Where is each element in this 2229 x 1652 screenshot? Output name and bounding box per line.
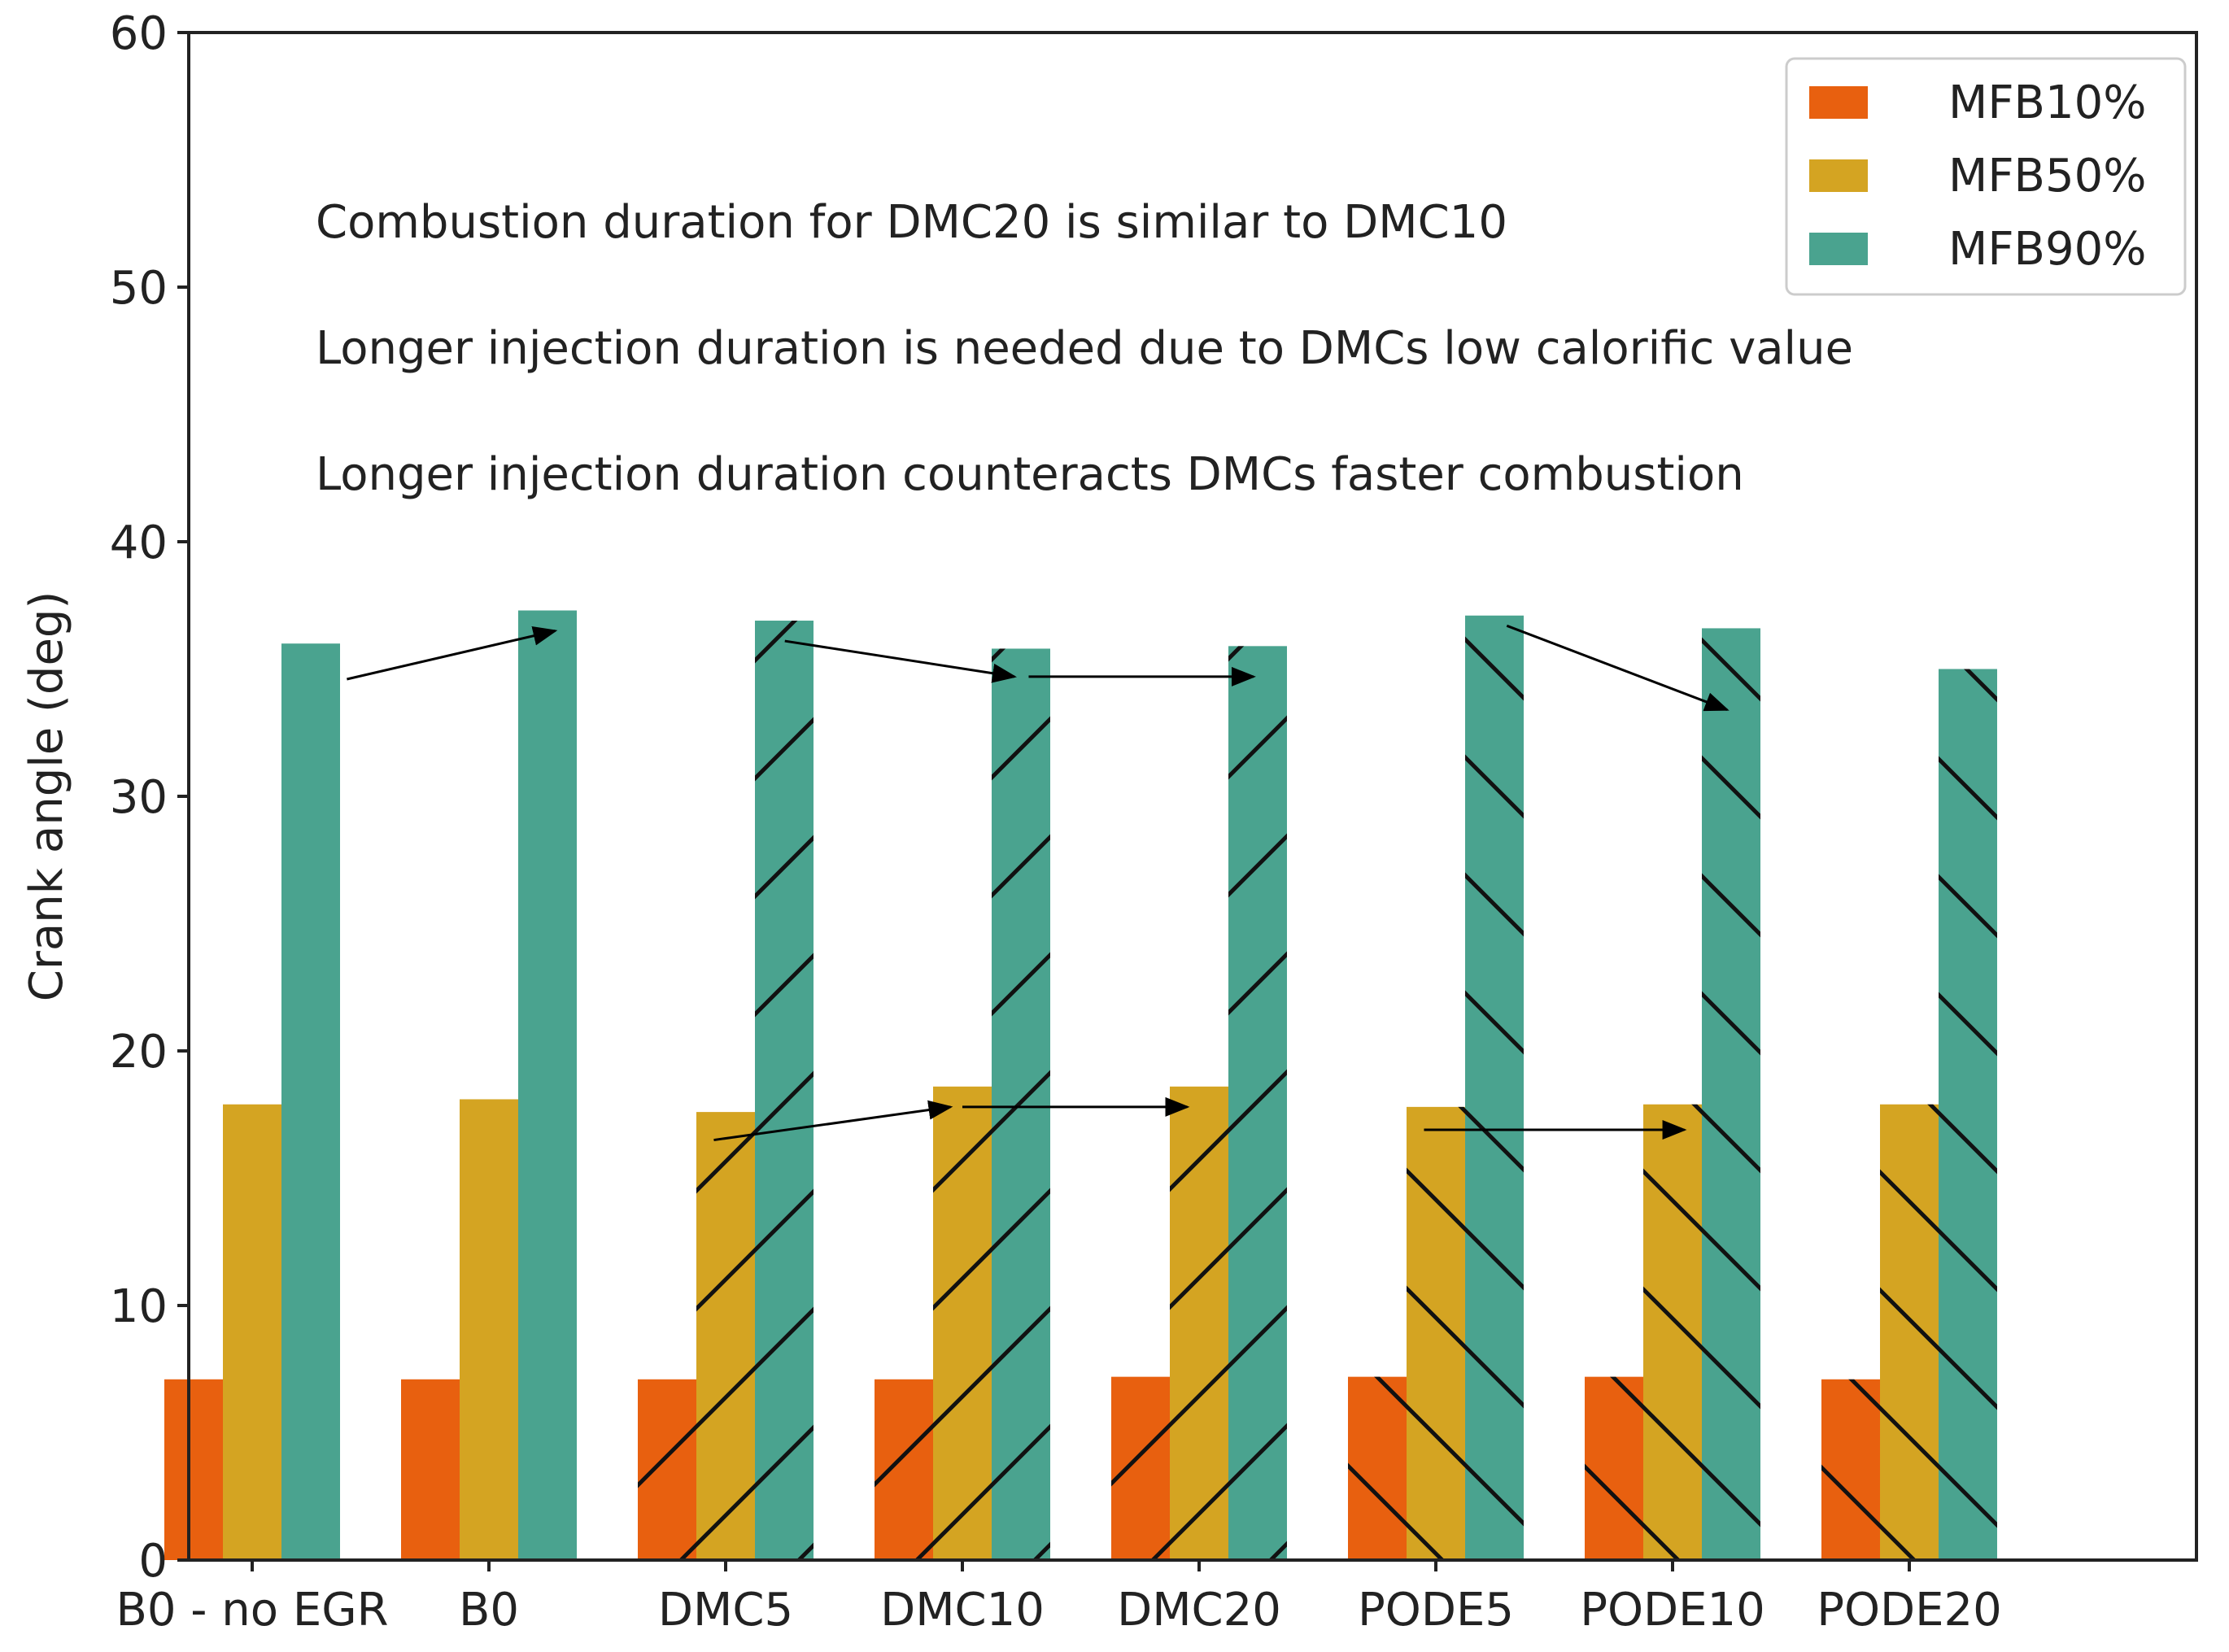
y-tick-label: 10 bbox=[110, 1280, 168, 1333]
bar-hatch-mfb50-4 bbox=[933, 1086, 992, 1560]
bar-hatch-mfb50-6 bbox=[1407, 1106, 1465, 1560]
bar-mfb90-2 bbox=[518, 610, 577, 1560]
bar-mfb10-1 bbox=[164, 1379, 223, 1560]
legend-swatch-mfb10 bbox=[1809, 86, 1868, 119]
bar-mfb10-2 bbox=[401, 1379, 460, 1560]
x-tick-label: PODE10 bbox=[1580, 1584, 1765, 1637]
bar-hatch-mfb50-3 bbox=[696, 1112, 755, 1560]
y-tick-label: 0 bbox=[138, 1535, 168, 1588]
bar-mfb50-1 bbox=[223, 1104, 281, 1560]
legend: MFB10% MFB50% MFB90% bbox=[1785, 57, 2187, 296]
x-axis: B0 - no EGR B0 DMC5 DMC10 DMC20 PODE5 PODE10 PO… bbox=[116, 1560, 2002, 1637]
annotations: Combustion duration for DMC20 is similar… bbox=[316, 196, 1853, 501]
legend-label-mfb90: MFB90% bbox=[1948, 223, 2146, 276]
x-tick-label: B0 bbox=[459, 1584, 519, 1637]
bar-hatch-mfb10-4 bbox=[875, 1379, 933, 1560]
legend-swatch-mfb90 bbox=[1809, 233, 1868, 265]
bar-hatch-mfb10-6 bbox=[1348, 1376, 1407, 1560]
annotation-arrow-4 bbox=[1506, 624, 1730, 712]
legend-swatch-mfb50 bbox=[1809, 159, 1868, 192]
annotation-3: Longer injection duration counteracts DM… bbox=[316, 448, 1744, 501]
x-tick-label: DMC5 bbox=[658, 1584, 793, 1637]
bar-hatch-mfb10-8 bbox=[1821, 1379, 1880, 1560]
bar-hatch-mfb90-4 bbox=[992, 648, 1050, 1561]
legend-label-mfb50: MFB50% bbox=[1948, 150, 2146, 203]
bar-hatch-mfb50-8 bbox=[1880, 1104, 1939, 1560]
bar-hatch-mfb90-7 bbox=[1702, 628, 1760, 1561]
arrows-layer bbox=[347, 624, 1730, 1142]
annotation-2: Longer injection duration is needed due … bbox=[316, 322, 1853, 375]
y-axis: 0 10 20 30 40 50 60 bbox=[110, 7, 189, 1588]
bar-hatch-mfb90-6 bbox=[1465, 615, 1524, 1560]
y-tick-label: 20 bbox=[110, 1026, 168, 1079]
legend-frame bbox=[1785, 57, 2187, 296]
y-tick-label: 40 bbox=[110, 517, 168, 569]
x-tick-label: PODE20 bbox=[1817, 1584, 2002, 1637]
annotation-arrow-2 bbox=[784, 639, 1017, 683]
bar-hatch-mfb50-7 bbox=[1643, 1104, 1702, 1560]
bars-layer bbox=[164, 610, 1997, 1561]
bar-mfb90-1 bbox=[281, 643, 340, 1561]
bar-hatch-mfb90-5 bbox=[1228, 646, 1287, 1560]
x-tick-label: DMC10 bbox=[880, 1584, 1045, 1637]
y-tick-label: 30 bbox=[110, 771, 168, 824]
y-tick-label: 60 bbox=[110, 7, 168, 60]
bar-mfb50-2 bbox=[460, 1099, 518, 1560]
bar-hatch-mfb10-7 bbox=[1585, 1376, 1643, 1560]
bar-hatch-mfb90-3 bbox=[755, 621, 814, 1560]
x-tick-label: PODE5 bbox=[1358, 1584, 1514, 1637]
x-tick-label: B0 - no EGR bbox=[116, 1584, 388, 1637]
annotation-arrow-5 bbox=[713, 1100, 953, 1142]
y-axis-label: Crank angle (deg) bbox=[20, 591, 73, 1002]
bar-hatch-mfb90-8 bbox=[1939, 669, 1997, 1560]
bar-hatch-mfb10-5 bbox=[1111, 1376, 1170, 1560]
annotation-arrow-1 bbox=[347, 625, 558, 681]
x-tick-label: DMC20 bbox=[1117, 1584, 1281, 1637]
annotation-1: Combustion duration for DMC20 is similar… bbox=[316, 196, 1507, 249]
y-tick-label: 50 bbox=[110, 262, 168, 315]
bar-hatch-mfb50-5 bbox=[1170, 1086, 1228, 1560]
bar-hatch-mfb10-3 bbox=[638, 1379, 696, 1560]
legend-label-mfb10: MFB10% bbox=[1948, 76, 2146, 129]
